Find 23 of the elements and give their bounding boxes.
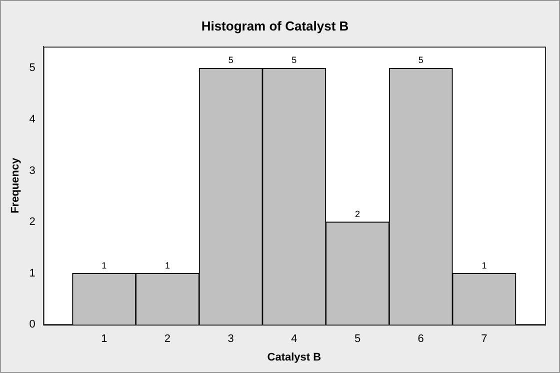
y-tick-label: 2 [29,216,36,228]
data-label: 1 [102,260,107,270]
data-label: 2 [354,209,360,219]
y-tick-label: 3 [29,164,36,177]
data-label: 1 [482,260,487,270]
y-axis-title: Frequency [10,156,22,214]
x-tick-label: 6 [418,333,424,346]
x-tick-label: 2 [164,333,171,346]
y-tick-label: 1 [29,267,36,280]
x-tick-label: 1 [101,333,108,346]
data-label: 1 [164,260,170,270]
x-tick-label: 5 [354,333,361,346]
data-label: 5 [228,55,234,66]
y-tick-label: 5 [29,62,36,74]
x-tick-label: 3 [228,333,234,346]
data-label: 5 [292,55,297,66]
y-tick-label: 4 [29,113,36,126]
x-axis-title: Catalyst B [267,351,322,364]
x-tick-label: 7 [481,333,488,346]
chart-title: Histogram of Catalyst B [201,18,349,34]
x-tick-label: 4 [291,333,298,346]
y-tick-label: 0 [29,318,36,331]
data-label: 5 [418,55,424,66]
